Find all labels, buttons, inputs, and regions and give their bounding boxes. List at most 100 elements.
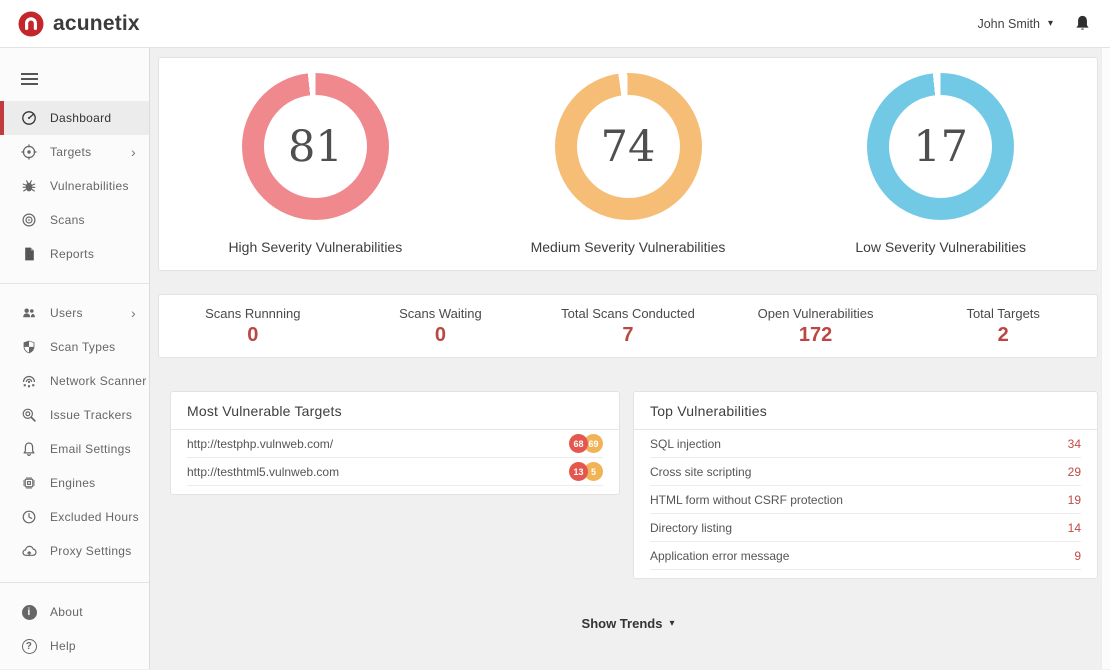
target-row[interactable]: http://testhtml5.vulnweb.com 13 5: [187, 458, 603, 486]
stat-open-vulnerabilities: Open Vulnerabilities 172: [722, 306, 910, 347]
panel-title: Top Vulnerabilities: [634, 392, 1097, 430]
stat-label: Total Scans Conducted: [561, 305, 695, 321]
stat-value: 0: [247, 323, 259, 346]
sidebar-item-vulnerabilities[interactable]: Vulnerabilities: [0, 169, 149, 203]
vulnerability-name: Cross site scripting: [650, 464, 752, 479]
sidebar-item-label: Scans: [50, 213, 85, 227]
vulnerability-row[interactable]: HTML form without CSRF protection 19: [650, 486, 1081, 514]
sidebar-item-engines[interactable]: Engines: [0, 466, 149, 500]
high-severity-count: 81: [287, 121, 343, 172]
sidebar-item-help[interactable]: ? Help: [0, 629, 149, 663]
target-url: http://testphp.vulnweb.com/: [187, 436, 334, 451]
sidebar-item-network-scanner[interactable]: Network Scanner: [0, 364, 149, 398]
sidebar-item-label: Reports: [50, 247, 95, 261]
vulnerability-name: SQL injection: [650, 436, 721, 451]
top-header: acunetix John Smith ▾: [0, 0, 1110, 48]
user-menu[interactable]: John Smith ▾: [977, 17, 1053, 31]
low-severity-count: 17: [913, 121, 969, 172]
sidebar-item-scan-types[interactable]: Scan Types: [0, 330, 149, 364]
stat-total-targets: Total Targets 2: [909, 306, 1097, 347]
sidebar-divider: [0, 283, 149, 284]
sidebar-item-label: Issue Trackers: [50, 408, 133, 422]
users-icon: [21, 305, 37, 321]
medium-severity-count: 74: [600, 121, 656, 172]
vulnerability-row[interactable]: SQL injection 34: [650, 430, 1081, 458]
main-content: 81 High Severity Vulnerabilities 74 Medi…: [150, 48, 1110, 669]
low-severity-label: Low Severity Vulnerabilities: [855, 239, 1027, 255]
severity-badges: 68 69: [569, 434, 603, 453]
sidebar-item-email-settings[interactable]: Email Settings: [0, 432, 149, 466]
vulnerability-count: 9: [1074, 548, 1081, 563]
stat-value: 2: [997, 323, 1009, 346]
target-row[interactable]: http://testphp.vulnweb.com/ 68 69: [187, 430, 603, 458]
sidebar-item-excluded-hours[interactable]: Excluded Hours: [0, 500, 149, 534]
chip-icon: [21, 475, 37, 491]
stat-label: Total Targets: [966, 305, 1040, 321]
scrollbar-track[interactable]: [1101, 48, 1110, 669]
show-trends-button[interactable]: Show Trends ▾: [158, 616, 1098, 631]
stat-value: 0: [434, 323, 446, 346]
sidebar-item-label: Scan Types: [50, 340, 116, 354]
sidebar-item-label: Dashboard: [50, 111, 112, 125]
show-trends-label: Show Trends: [581, 616, 663, 631]
sidebar-item-targets[interactable]: Targets ›: [0, 135, 149, 169]
bell-icon: [1073, 14, 1092, 33]
info-icon: i: [21, 604, 37, 620]
low-severity-donut-chart[interactable]: 17: [867, 73, 1015, 220]
most-vulnerable-targets-card: Most Vulnerable Targets http://testphp.v…: [170, 391, 620, 495]
notifications-button[interactable]: [1073, 14, 1092, 33]
sidebar: Dashboard Targets › Vulnerab: [0, 48, 150, 669]
stat-value: 172: [798, 323, 833, 346]
stat-total-scans: Total Scans Conducted 7: [534, 306, 722, 347]
acunetix-logo-icon: [18, 11, 44, 37]
sidebar-item-label: Email Settings: [50, 442, 131, 456]
sidebar-item-label: Targets: [50, 145, 92, 159]
vulnerability-row[interactable]: Directory listing 14: [650, 514, 1081, 542]
panel-title: Most Vulnerable Targets: [171, 392, 619, 430]
sidebar-item-label: Excluded Hours: [50, 510, 139, 524]
severity-badges: 13 5: [569, 462, 603, 481]
stat-scans-waiting: Scans Waiting 0: [347, 306, 535, 347]
gauge-icon: [21, 110, 37, 126]
document-icon: [21, 246, 37, 262]
sidebar-item-dashboard[interactable]: Dashboard: [0, 101, 149, 135]
target-icon: [21, 144, 37, 160]
sidebar-item-about[interactable]: i About: [0, 595, 149, 629]
vulnerability-count: 19: [1067, 492, 1081, 507]
sidebar-item-proxy-settings[interactable]: Proxy Settings: [0, 534, 149, 568]
vulnerability-row[interactable]: Application error message 9: [650, 542, 1081, 570]
radar-icon: [21, 212, 37, 228]
vulnerability-name: Directory listing: [650, 520, 733, 535]
clock-icon: [21, 509, 37, 525]
top-vulnerabilities-card: Top Vulnerabilities SQL injection 34 Cro…: [633, 391, 1098, 579]
menu-toggle-button[interactable]: [0, 58, 149, 101]
sidebar-divider: [0, 582, 149, 583]
user-name: John Smith: [977, 16, 1040, 31]
vulnerability-count: 29: [1067, 464, 1081, 479]
high-severity-donut-chart[interactable]: 81: [241, 73, 389, 220]
sidebar-item-label: Vulnerabilities: [50, 179, 129, 193]
stats-card: Scans Runnning 0 Scans Waiting 0 Total S…: [158, 294, 1098, 358]
stat-label: Scans Runnning: [205, 305, 301, 321]
sidebar-item-label: Engines: [50, 476, 96, 490]
acunetix-logo[interactable]: acunetix: [18, 11, 140, 37]
brand-name: acunetix: [53, 11, 140, 35]
question-icon: ?: [21, 638, 37, 654]
network-icon: [21, 373, 37, 389]
high-count-badge: 68: [569, 434, 588, 453]
medium-severity-donut-col: 74 Medium Severity Vulnerabilities: [472, 58, 785, 270]
sidebar-item-scans[interactable]: Scans: [0, 203, 149, 237]
stat-scans-running: Scans Runnning 0: [159, 306, 347, 347]
high-severity-label: High Severity Vulnerabilities: [228, 239, 403, 255]
medium-severity-donut-chart[interactable]: 74: [554, 73, 702, 220]
severity-donuts-card: 81 High Severity Vulnerabilities 74 Medi…: [158, 57, 1098, 271]
sidebar-item-issue-trackers[interactable]: Issue Trackers: [0, 398, 149, 432]
high-severity-donut-col: 81 High Severity Vulnerabilities: [159, 58, 472, 270]
chevron-right-icon: ›: [131, 144, 136, 160]
medium-severity-label: Medium Severity Vulnerabilities: [530, 239, 726, 255]
medium-count-badge: 69: [584, 434, 603, 453]
sidebar-item-users[interactable]: Users ›: [0, 296, 149, 330]
caret-down-icon: ▾: [1047, 18, 1053, 29]
sidebar-item-reports[interactable]: Reports: [0, 237, 149, 271]
vulnerability-row[interactable]: Cross site scripting 29: [650, 458, 1081, 486]
